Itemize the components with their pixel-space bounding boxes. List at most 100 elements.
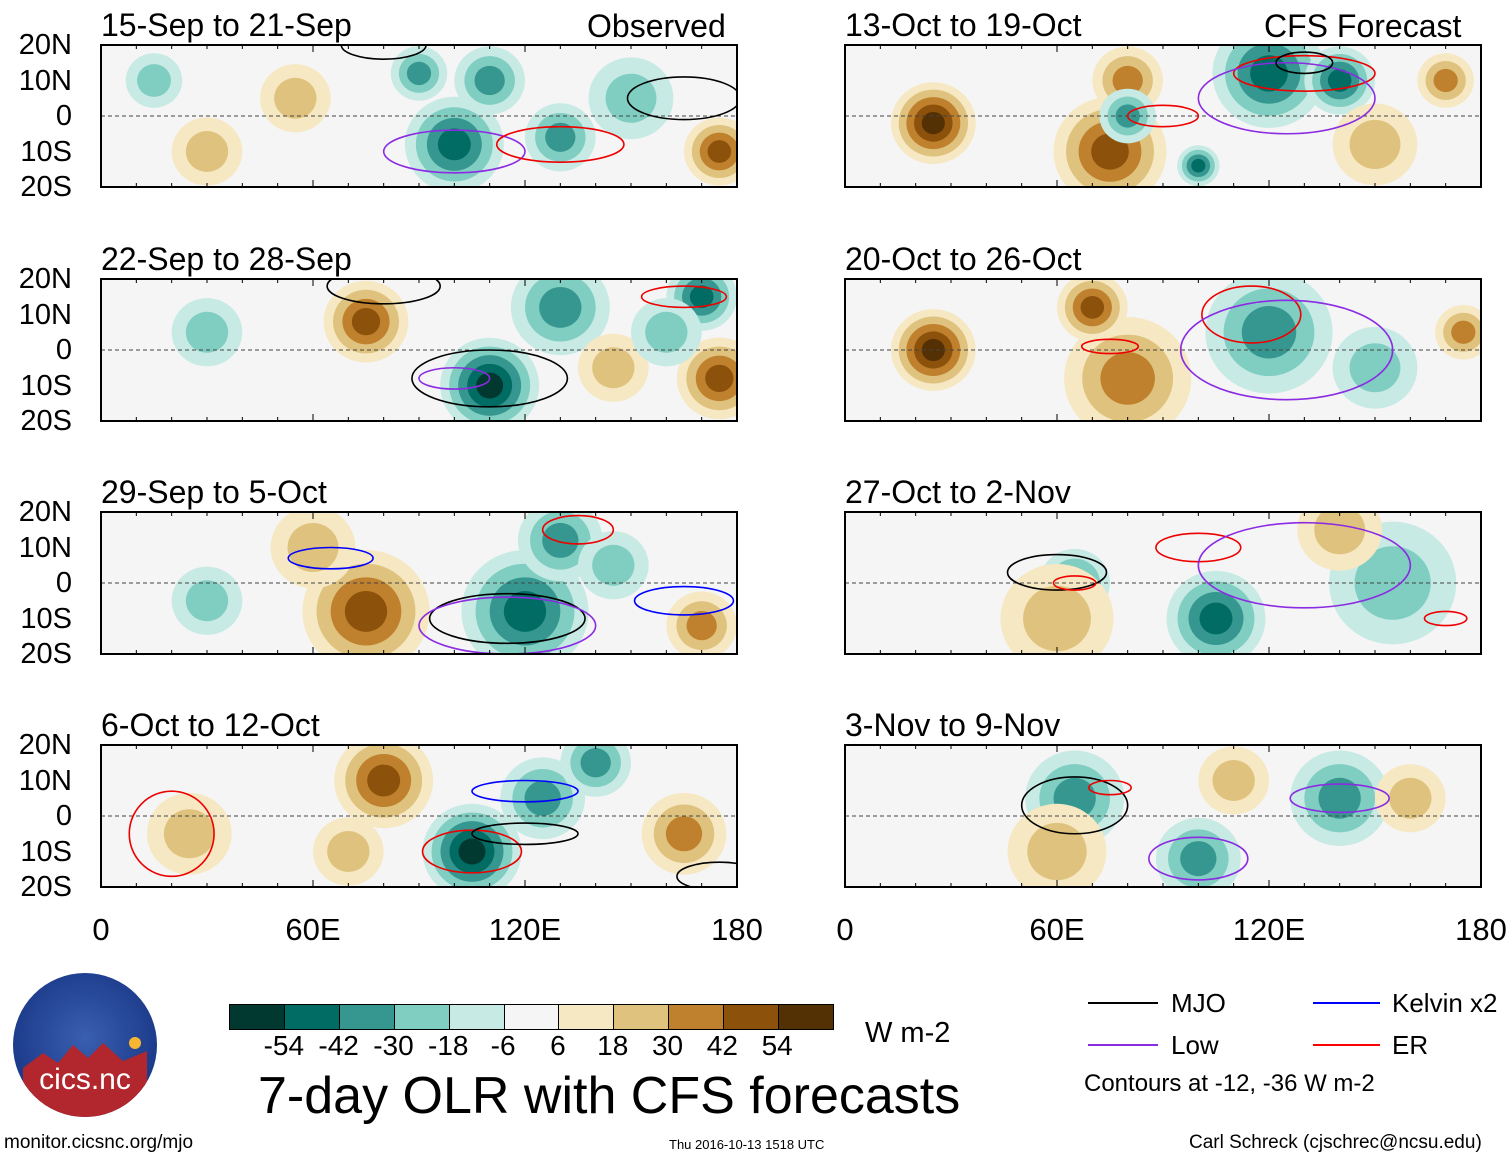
colorbar-swatch (503, 1005, 559, 1029)
wave-contour (633, 585, 735, 616)
cics-logo: cics.nc (13, 973, 157, 1117)
colorbar-swatch (558, 1005, 614, 1029)
wave-contour (411, 349, 569, 408)
olr-anomaly-blob (137, 64, 171, 97)
olr-anomaly-blob (474, 65, 505, 96)
olr-anomaly-blob (185, 580, 229, 622)
lat-label: 0 (55, 800, 72, 832)
wave-contour (1052, 575, 1097, 591)
footer-credit: Carl Schreck (cjschrec@ncsu.edu) (1189, 1132, 1482, 1153)
wave-contour (1080, 338, 1140, 355)
wave-contour (1088, 779, 1133, 796)
wave-contour (676, 861, 737, 887)
olr-anomaly-blob (437, 128, 471, 161)
olr-anomaly-blob (921, 338, 945, 362)
olr-anomaly-blob (545, 122, 576, 152)
legend-line-kelvin (1313, 1002, 1380, 1004)
wave-contour (1020, 776, 1129, 835)
olr-anomaly-blob (1027, 822, 1087, 881)
colorbar-tick: -54 (263, 1030, 305, 1061)
colorbar-swatch (283, 1005, 339, 1029)
wave-contour (1148, 836, 1249, 881)
map-panel (100, 744, 738, 888)
colorbar-tick: 18 (597, 1030, 629, 1061)
wave-contour (495, 125, 625, 163)
olr-anomaly-blob (351, 307, 381, 336)
wave-contour (1197, 521, 1412, 609)
panel-title: 13-Oct to 19-Oct (845, 7, 1082, 43)
lat-label: 10S (20, 135, 72, 168)
lat-label: 20S (20, 638, 72, 670)
panel-title: 15-Sep to 21-Sep (101, 7, 352, 43)
map-panel (100, 44, 738, 188)
wave-contour (541, 514, 615, 545)
colorbar-tick: -6 (490, 1030, 516, 1061)
colorbar-swatch (230, 1005, 284, 1029)
lat-label: 10N (18, 298, 72, 331)
wave-contour (1126, 104, 1200, 128)
olr-anomaly-blob (344, 590, 388, 632)
lat-label: 10N (18, 764, 72, 797)
logo-text: cics.nc (39, 1063, 131, 1096)
olr-anomaly-blob (1433, 68, 1458, 93)
olr-anomaly-blob (592, 544, 635, 586)
map-panel (844, 278, 1482, 422)
colorbar-tick: 42 (706, 1030, 738, 1061)
lon-label: 60E (285, 912, 341, 947)
panel-title: 20-Oct to 26-Oct (845, 241, 1082, 277)
olr-anomaly-blob (921, 111, 945, 135)
wave-contour (1289, 783, 1390, 814)
colorbar (229, 1004, 834, 1030)
legend-low: Low (1171, 1030, 1219, 1060)
lat-label: 20N (18, 263, 72, 295)
footer-url[interactable]: monitor.cicsnc.org/mjo (4, 1132, 194, 1153)
olr-anomaly-blob (686, 610, 717, 641)
panel-title: 6-Oct to 12-Oct (101, 707, 320, 743)
olr-anomaly-blob (1451, 320, 1476, 344)
olr-anomaly-blob (274, 77, 317, 119)
wave-contour (1201, 285, 1302, 344)
wave-contour (418, 366, 491, 390)
lon-label: 180 (711, 912, 763, 947)
olr-anomaly-blob (1023, 585, 1091, 652)
figure-title: 7-day OLR with CFS forecasts (258, 1067, 961, 1125)
lat-label: 0 (55, 567, 72, 599)
map-panel (844, 744, 1482, 888)
lat-label: 0 (55, 100, 72, 132)
olr-anomaly-blob (1180, 841, 1217, 877)
olr-anomaly-blob (1349, 343, 1401, 393)
lat-label: 20S (20, 405, 72, 437)
olr-anomaly-blob (1112, 65, 1143, 96)
olr-anomaly-blob (1327, 69, 1352, 92)
olr-anomaly-blob (163, 809, 215, 859)
lat-label: 20S (20, 871, 72, 903)
lon-label: 0 (92, 912, 110, 947)
olr-anomaly-blob (458, 838, 486, 865)
colorbar-swatch (448, 1005, 504, 1029)
wave-contour (626, 76, 737, 121)
panel-title: 22-Sep to 28-Sep (101, 241, 352, 277)
olr-anomaly-blob (1199, 602, 1233, 635)
olr-anomaly-blob (1314, 512, 1366, 555)
map-panel (100, 511, 738, 655)
lat-label: 10S (20, 835, 72, 868)
lat-label: 20N (18, 29, 72, 61)
wave-contour (1275, 51, 1334, 75)
wave-contour (1006, 553, 1108, 591)
observed-label: Observed (587, 8, 726, 44)
panel-title: 27-Oct to 2-Nov (845, 474, 1071, 510)
wave-contour (1179, 299, 1394, 401)
lat-label: 10N (18, 64, 72, 97)
colorbar-tick: 6 (550, 1030, 566, 1061)
lat-label: 20N (18, 496, 72, 528)
lat-label: 0 (55, 334, 72, 366)
olr-anomaly-blob (705, 364, 734, 393)
forecast-label: CFS Forecast (1264, 8, 1462, 44)
olr-anomaly-blob (1100, 352, 1155, 405)
lat-label: 20N (18, 729, 72, 761)
olr-anomaly-blob (665, 816, 703, 852)
colorbar-units: W m-2 (865, 1017, 951, 1049)
colorbar-swatch (723, 1005, 779, 1029)
olr-anomaly-blob (645, 311, 688, 353)
